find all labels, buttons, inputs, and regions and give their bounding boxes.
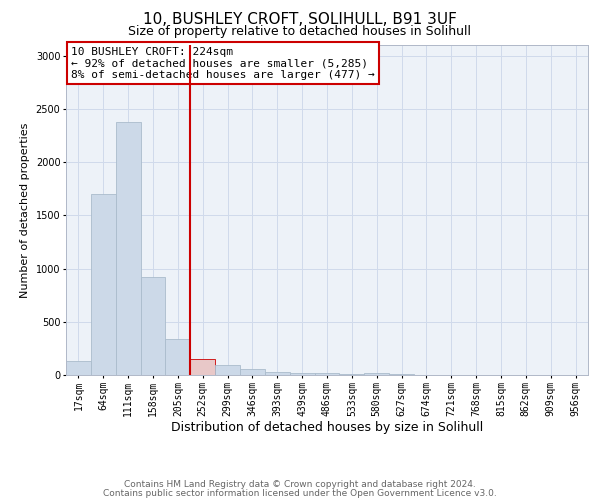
Bar: [116, 122, 140, 375]
Bar: [190, 358, 215, 375]
Bar: [240, 369, 265, 375]
Bar: [290, 373, 314, 375]
Text: 10, BUSHLEY CROFT, SOLIHULL, B91 3UF: 10, BUSHLEY CROFT, SOLIHULL, B91 3UF: [143, 12, 457, 28]
Bar: [140, 277, 166, 375]
Bar: [166, 339, 190, 375]
Text: Contains HM Land Registry data © Crown copyright and database right 2024.: Contains HM Land Registry data © Crown c…: [124, 480, 476, 489]
Text: 10 BUSHLEY CROFT: 224sqm
← 92% of detached houses are smaller (5,285)
8% of semi: 10 BUSHLEY CROFT: 224sqm ← 92% of detach…: [71, 46, 375, 80]
X-axis label: Distribution of detached houses by size in Solihull: Distribution of detached houses by size …: [171, 422, 483, 434]
Bar: [364, 372, 389, 375]
Bar: [340, 374, 364, 375]
Text: Size of property relative to detached houses in Solihull: Size of property relative to detached ho…: [128, 25, 472, 38]
Bar: [91, 194, 116, 375]
Bar: [66, 361, 91, 375]
Bar: [215, 365, 240, 375]
Bar: [314, 374, 340, 375]
Bar: [389, 374, 414, 375]
Y-axis label: Number of detached properties: Number of detached properties: [20, 122, 30, 298]
Text: Contains public sector information licensed under the Open Government Licence v3: Contains public sector information licen…: [103, 488, 497, 498]
Bar: [265, 372, 290, 375]
